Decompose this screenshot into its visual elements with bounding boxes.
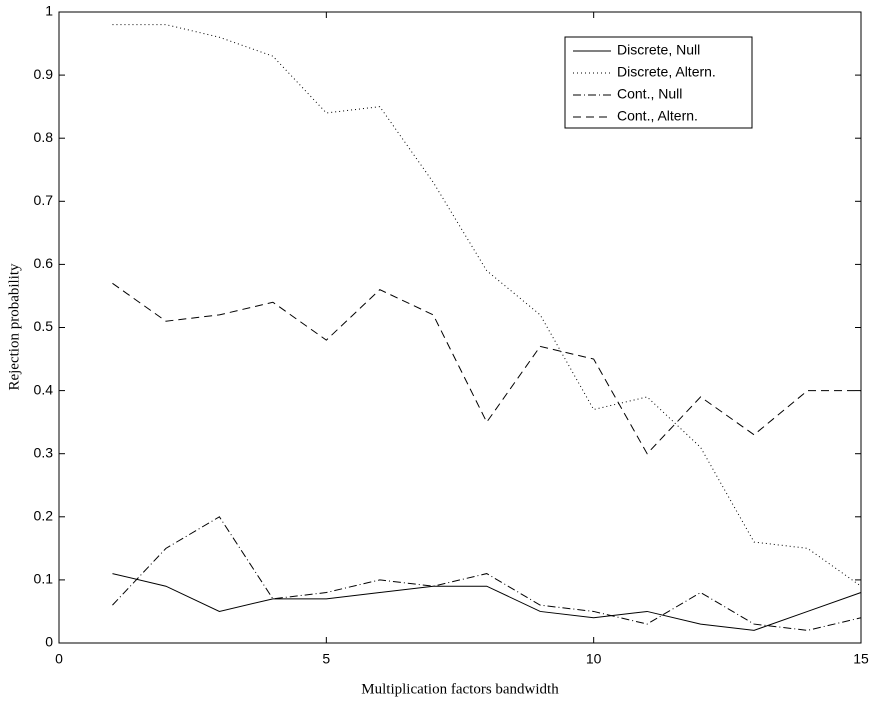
legend-box bbox=[564, 36, 753, 129]
series-line bbox=[112, 24, 862, 587]
series-line bbox=[112, 282, 861, 455]
y-tick-label: 0.4 bbox=[34, 381, 54, 397]
y-tick-label: 0.6 bbox=[34, 255, 54, 271]
y-tick-label: 0.8 bbox=[34, 129, 54, 145]
x-tick-label: 10 bbox=[586, 651, 602, 667]
series-line bbox=[112, 516, 862, 631]
y-axis-label: Rejection probability bbox=[6, 263, 22, 391]
legend-label: Cont., Null bbox=[617, 86, 682, 102]
y-tick-label: 0.2 bbox=[34, 508, 54, 524]
legend-label: Discrete, Null bbox=[617, 42, 700, 58]
y-tick-label: 0.3 bbox=[34, 444, 54, 460]
x-axis-label: Multiplication factors bandwidth bbox=[361, 681, 559, 697]
legend-label: Cont., Altern. bbox=[617, 108, 698, 124]
y-tick-label: 0.9 bbox=[34, 66, 54, 82]
x-tick-label: 0 bbox=[55, 651, 63, 667]
series-line bbox=[112, 573, 862, 631]
y-tick-label: 0.7 bbox=[34, 192, 54, 208]
y-tick-label: 0.1 bbox=[34, 571, 54, 587]
y-tick-label: 1 bbox=[45, 3, 53, 19]
legend-label: Discrete, Altern. bbox=[617, 64, 716, 80]
y-tick-label: 0.5 bbox=[34, 318, 54, 334]
x-tick-label: 5 bbox=[322, 651, 330, 667]
y-tick-label: 0 bbox=[45, 634, 53, 650]
x-tick-label: 15 bbox=[853, 651, 869, 667]
